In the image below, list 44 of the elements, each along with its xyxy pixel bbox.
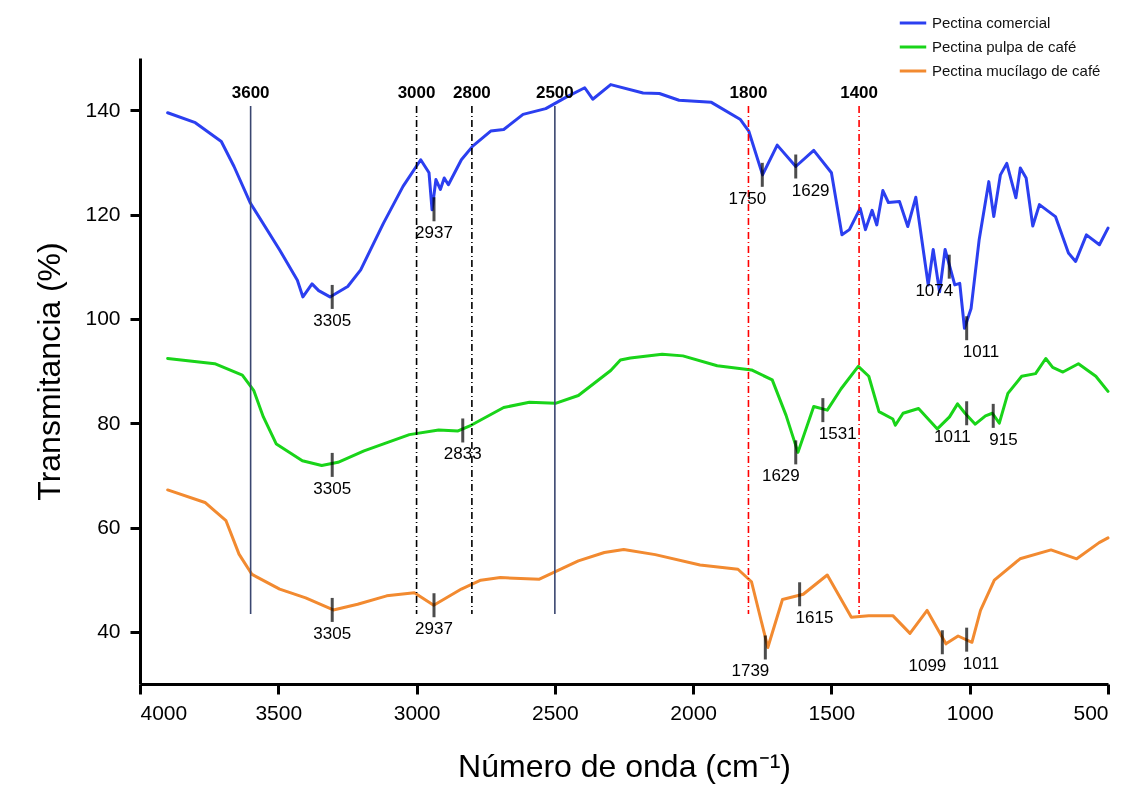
ref-line-label: 1400 — [840, 83, 878, 102]
annotation: 1531 — [818, 424, 857, 444]
annotation: 1074 — [915, 280, 954, 300]
annotation: 3305 — [313, 623, 352, 643]
y-tick-label: 40 — [97, 619, 121, 643]
y-tick-label: 60 — [97, 515, 121, 538]
annotation: 915 — [989, 429, 1018, 449]
annotation: 1011 — [962, 342, 1000, 362]
annotation: 1629 — [761, 466, 800, 486]
y-tick-label: 140 — [85, 97, 121, 121]
x-tick-label: 2500 — [532, 700, 579, 724]
annotation: 2833 — [443, 444, 482, 464]
annotation: 3305 — [313, 478, 352, 498]
legend-label: Pectina comercial — [932, 14, 1051, 31]
annotation: 1011 — [934, 427, 971, 447]
annotation: 2937 — [415, 619, 453, 639]
y-axis-title: Transmitancia (%) — [31, 242, 68, 501]
annotation: 1099 — [908, 656, 947, 676]
legend-label: Pectina pulpa de café — [932, 38, 1077, 55]
annotation: 1629 — [791, 180, 830, 200]
x-tick-label: 500 — [1073, 700, 1109, 724]
legend-label: Pectina mucílago de café — [932, 62, 1101, 79]
ref-line-label: 3000 — [397, 83, 436, 102]
ref-line-label: 3600 — [231, 83, 270, 102]
x-tick-label: 4000 — [140, 700, 188, 724]
annotation: 1750 — [728, 188, 767, 208]
x-tick-label: 1500 — [808, 700, 856, 724]
x-tick-label: 3000 — [393, 700, 441, 724]
annotation: 1011 — [962, 653, 1000, 673]
ref-line-label: 2500 — [535, 83, 574, 102]
y-tick-label: 100 — [85, 306, 121, 330]
x-tick-label: 3500 — [255, 700, 303, 724]
annotation: 2937 — [415, 223, 453, 243]
y-tick-label: 80 — [97, 410, 121, 434]
line-series — [166, 83, 1110, 330]
x-tick-label: 2000 — [670, 700, 717, 724]
x-axis-title: Número de onda (cm⁻¹) — [458, 747, 791, 784]
annotation: 3305 — [313, 310, 352, 330]
x-tick-label: 1000 — [946, 700, 994, 724]
annotation: 1615 — [795, 608, 834, 628]
y-tick-label: 120 — [85, 202, 121, 225]
annotation: 1739 — [731, 661, 770, 681]
ref-line-label: 1800 — [729, 83, 768, 102]
ref-line-label: 2800 — [452, 83, 491, 102]
